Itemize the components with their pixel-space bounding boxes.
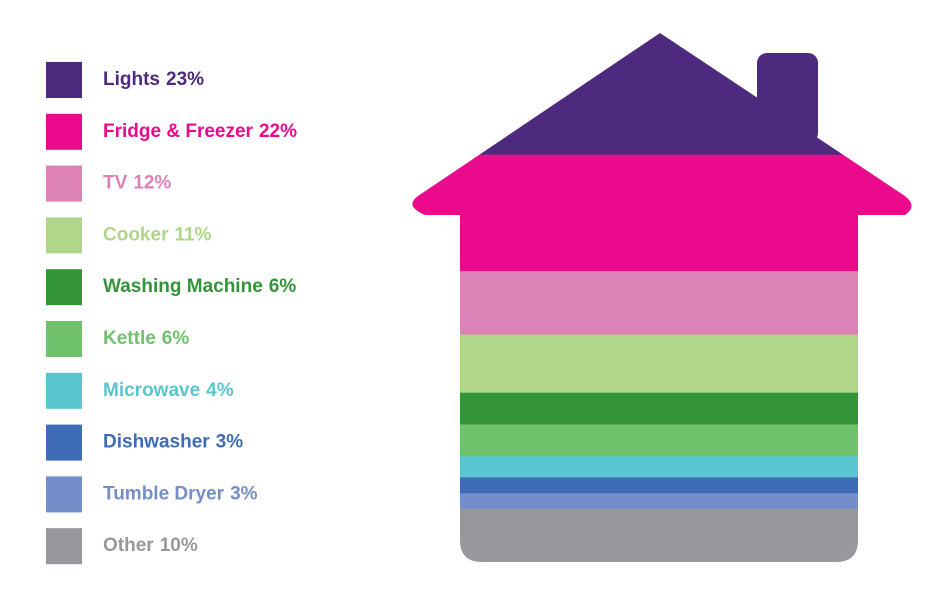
legend-label: Cooker 11% [103, 224, 212, 245]
band [412, 271, 912, 336]
legend-value: 12% [133, 173, 171, 194]
legend-name: Tumble Dryer [103, 483, 225, 504]
legend-name: Dishwasher [103, 432, 210, 453]
legend-swatch [46, 269, 82, 306]
legend-swatch [46, 321, 82, 357]
legend-label: TV 12% [103, 173, 171, 194]
legend-value: 11% [174, 224, 211, 245]
legend-value: 6% [162, 328, 190, 349]
legend-swatch [46, 476, 82, 513]
legend-swatch [46, 372, 82, 409]
legend-name: Cooker [103, 224, 169, 245]
legend-name: Other [103, 535, 154, 556]
legend-swatch [46, 217, 82, 254]
legend-value: 6% [269, 276, 297, 297]
legend-value: 3% [216, 432, 244, 453]
legend-value: 22% [259, 121, 297, 142]
band [412, 493, 912, 510]
band [412, 477, 912, 494]
legend-label: Microwave 4% [103, 380, 234, 401]
legend-name: Fridge & Freezer [103, 121, 254, 142]
legend-name: Lights [103, 69, 160, 90]
legend-label: Tumble Dryer 3% [103, 483, 258, 504]
legend-label: Other 10% [103, 535, 198, 556]
band [412, 424, 912, 457]
band [412, 392, 912, 425]
legend-name: Microwave [103, 380, 200, 401]
legend-swatch [46, 113, 82, 150]
legend-value: 10% [160, 535, 198, 556]
legend-value: 3% [230, 483, 258, 504]
legend-label: Fridge & Freezer 22% [103, 121, 297, 142]
legend-label: Dishwasher 3% [103, 432, 243, 453]
legend-value: 23% [166, 69, 204, 90]
house [412, 33, 912, 562]
legend-label: Lights 23% [103, 69, 204, 90]
band [412, 334, 912, 394]
band [412, 154, 912, 272]
legend-swatch [46, 424, 82, 461]
legend-value: 4% [206, 380, 234, 401]
legend-name: Kettle [103, 328, 156, 349]
legend-name: Washing Machine [103, 276, 263, 297]
legend-swatch [46, 62, 82, 98]
band [412, 33, 912, 156]
legend-name: TV [103, 173, 128, 194]
band [412, 509, 912, 562]
legend-swatch [46, 165, 82, 202]
legend-label: Washing Machine 6% [103, 276, 296, 297]
legend-swatch [46, 528, 82, 565]
legend-label: Kettle 6% [103, 328, 189, 349]
band [412, 456, 912, 478]
